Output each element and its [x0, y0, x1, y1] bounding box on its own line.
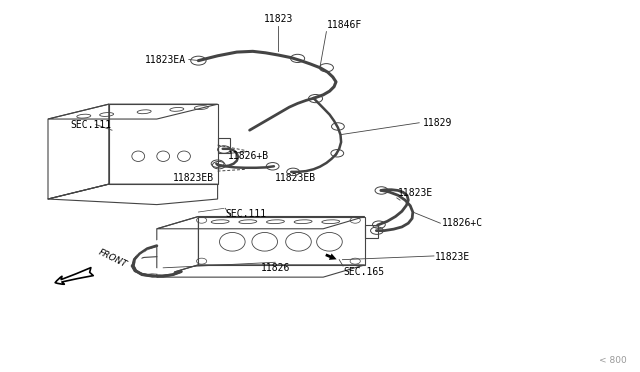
Text: 11823: 11823	[264, 14, 293, 24]
Text: 11823E: 11823E	[398, 188, 433, 198]
Text: 11823EB: 11823EB	[275, 173, 316, 183]
Text: 11826: 11826	[260, 263, 290, 273]
Text: 11823E: 11823E	[435, 252, 470, 262]
Text: 11826+C: 11826+C	[442, 218, 483, 228]
Text: 11846F: 11846F	[326, 20, 362, 30]
Text: 11829: 11829	[422, 118, 452, 128]
Text: SEC.165: SEC.165	[343, 267, 384, 277]
Text: FRONT: FRONT	[97, 248, 129, 270]
Text: 11823EA: 11823EA	[145, 55, 186, 64]
Text: 11826+B: 11826+B	[228, 151, 269, 161]
Text: < 800: < 800	[600, 356, 627, 365]
Text: SEC.111: SEC.111	[225, 209, 266, 219]
Text: 11823EB: 11823EB	[173, 173, 214, 183]
Text: SEC.111: SEC.111	[70, 120, 111, 129]
